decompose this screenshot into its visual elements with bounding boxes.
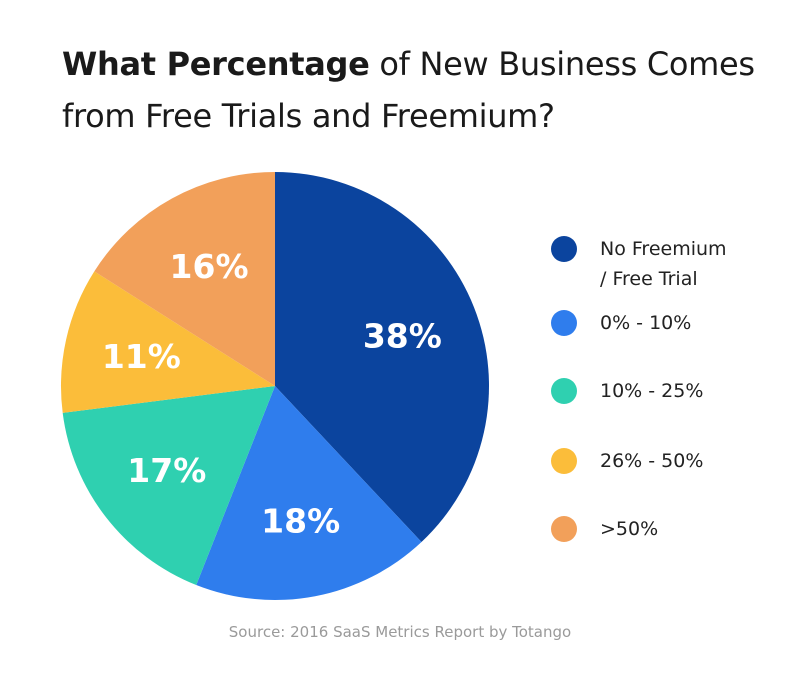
legend-item-10-25: 10% - 25% [551, 378, 750, 406]
pie-slice [61, 271, 275, 413]
legend-label: 0% - 10% [600, 312, 692, 334]
slice-label: 38% [363, 317, 442, 356]
legend-item-0-10: 0% - 10% [551, 310, 750, 338]
legend-label: >50% [600, 518, 659, 540]
legend-swatch [551, 448, 577, 474]
pie-slice [196, 386, 422, 600]
pie-slice [62, 386, 275, 585]
legend-label: 10% - 25% [600, 380, 704, 402]
legend-swatch [551, 236, 577, 262]
legend-label: 26% - 50% [600, 450, 704, 472]
slice-label: 17% [127, 451, 206, 490]
chart-title-rest: of New Business Comes [369, 45, 755, 83]
legend-swatch [551, 378, 577, 404]
legend-item-no-freemium: No Freemium / Free Trial [551, 236, 750, 294]
legend-swatch [551, 516, 577, 542]
legend-swatch [551, 310, 577, 336]
source-note: Source: 2016 SaaS Metrics Report by Tota… [228, 623, 572, 641]
pie-slice [275, 172, 489, 542]
pie-slice [94, 172, 275, 386]
legend-item-26-50: 26% - 50% [551, 448, 750, 476]
slice-label: 11% [102, 337, 181, 376]
chart-title-line2: from Free Trials and Freemium? [62, 97, 555, 135]
chart-title: What Percentage of New Business Comes fro… [62, 38, 782, 142]
slice-label: 16% [170, 247, 249, 286]
slice-label: 18% [261, 502, 340, 541]
chart-title-bold: What Percentage [62, 45, 370, 83]
legend-label: No Freemium / Free Trial [600, 238, 727, 290]
legend-item-over-50: >50% [551, 516, 750, 544]
